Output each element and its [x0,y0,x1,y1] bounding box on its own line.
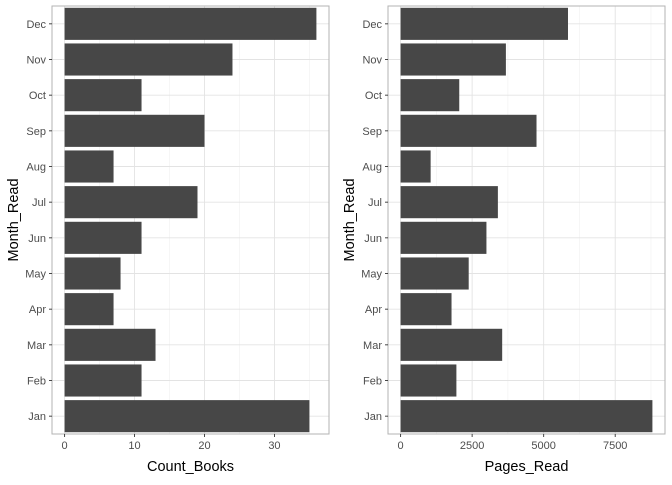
chart-1-bar-mar [400,328,503,361]
pages-read-panel: Jan Feb Mar Apr May Jun Jul Aug Sep Oct Nov Dec 0 250… [342,5,666,475]
chart-0-bar-feb [64,364,142,397]
chart-1-plot-background [388,6,665,434]
chart-0-bar-jul [64,186,198,219]
chart-0-bar-mar [64,328,156,361]
chart-1-y-axis-title: Month_Read [342,178,358,261]
chart-1-bar-sep [400,114,537,147]
chart-0-y-tick-label: Jul [32,197,46,209]
chart-1-x-tick-label: 2500 [460,440,484,452]
chart-1-bar-jul [400,186,498,219]
chart-0-bar-jun [64,221,142,254]
chart-0-y-tick-label: Nov [26,55,46,67]
chart-0-y-tick-label: Aug [26,162,46,174]
chart-1-y-tick-label: Jul [368,197,382,209]
chart-0-x-tick-label: 0 [62,440,68,452]
chart-0-y-tick-label: Oct [29,90,46,102]
chart-1-x-tick-label: 0 [398,440,404,452]
chart-0-x-axis-title: Count_Books [147,459,234,475]
chart-0-bar-aug [64,150,114,183]
chart-0-y-tick-label: Sep [26,126,46,138]
chart-0-bar-oct [64,79,142,112]
chart-0-bar-jan [64,400,310,433]
chart-0-bar-nov [64,43,233,76]
chart-1-bar-dec [400,7,568,40]
chart-0-bar-sep [64,114,205,147]
chart-0-y-tick-label: Feb [27,376,46,388]
chart-0-bar-dec [64,7,317,40]
chart-1-x-axis-title: Pages_Read [485,459,569,475]
chart-0-x-tick-label: 20 [198,440,210,452]
chart-0-y-tick-label: May [25,269,46,281]
chart-1-y-tick-label: Jan [364,411,382,423]
chart-1-bar-aug [400,150,431,183]
chart-0-x-tick-label: 30 [268,440,280,452]
chart-1-y-tick-label: Mar [363,340,382,352]
chart-1-bar-apr [400,293,452,326]
count-books-panel: Jan Feb Mar Apr May Jun Jul Aug Sep Oct Nov Dec 0 10 2… [6,5,330,475]
chart-1-y-tick-label: Jun [364,233,382,245]
chart-1-y-tick-label: Sep [362,126,382,138]
chart-1-x-tick-label: 7500 [603,440,627,452]
chart-0-y-axis-title: Month_Read [6,178,22,261]
chart-1-bar-oct [400,79,460,112]
chart-1-y-tick-label: Nov [362,55,382,67]
chart-1-bar-feb [400,364,457,397]
chart-0-y-tick-label: Dec [26,19,46,31]
chart-1-y-tick-label: Aug [362,162,382,174]
chart-0-bar-may [64,257,121,290]
chart-1-y-tick-label: Apr [365,304,382,316]
chart-0-bar-apr [64,293,114,326]
chart-1-y-tick-label: Feb [363,376,382,388]
chart-0-y-tick-label: Jan [28,411,46,423]
chart-1-bar-nov [400,43,506,76]
chart-0-y-tick-label: Jun [28,233,46,245]
chart-1-bar-jan [400,400,653,433]
chart-0-panel-border [51,5,330,435]
chart-0-plot-background [52,6,329,434]
chart-1-panel-border [387,5,666,435]
chart-0-y-tick-label: Apr [29,304,46,316]
chart-0-y-tick-label: Mar [27,340,46,352]
chart-0-x-tick-label: 10 [128,440,140,452]
chart-1-y-tick-label: Dec [362,19,382,31]
chart-1-y-tick-label: May [361,269,382,281]
chart-1-x-tick-label: 5000 [531,440,555,452]
chart-1-bar-jun [400,221,487,254]
chart-1-bar-may [400,257,469,290]
chart-1-y-tick-label: Oct [365,90,382,102]
